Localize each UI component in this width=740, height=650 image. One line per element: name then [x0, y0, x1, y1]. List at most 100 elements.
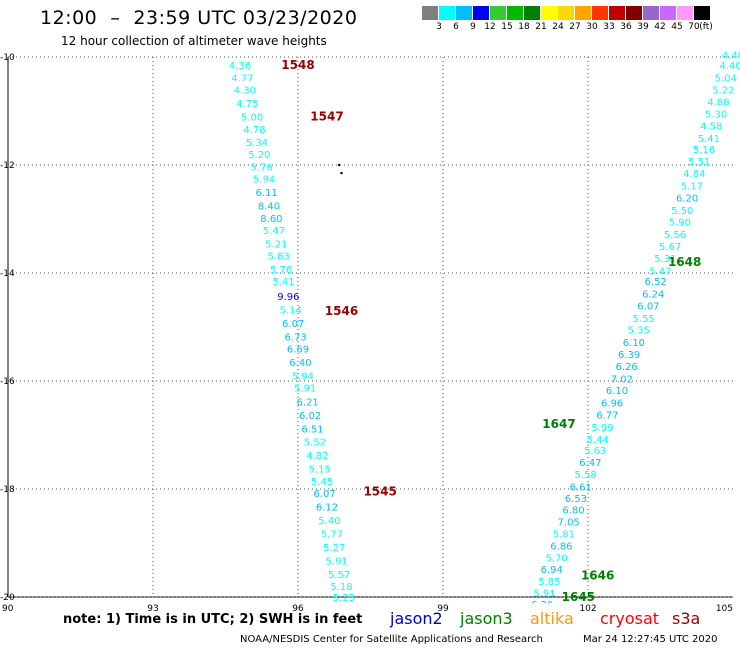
swh-value-s3a: 5.94 — [253, 175, 275, 186]
swh-value-jason3: 6.10 — [606, 386, 628, 397]
swh-value-jason3: 5.58 — [574, 470, 596, 481]
swh-value-jason3: 6.53 — [565, 494, 587, 505]
swh-value-jason3: 6.24 — [642, 290, 664, 301]
swh-value-s3a: 5.57 — [328, 570, 350, 581]
swh-value-s3a: 4.78 — [243, 125, 265, 136]
island-mark — [340, 171, 343, 175]
swh-value-jason3: 4.58 — [700, 122, 722, 133]
footer-note: note: 1) Time is in UTC; 2) SWH is in fe… — [63, 612, 363, 627]
swh-value-s3a: 5.52 — [304, 437, 326, 448]
swh-value-s3a: 5.15 — [309, 464, 331, 475]
swh-value-jason3: 6.52 — [645, 277, 667, 288]
legend-swatch — [677, 6, 693, 20]
legend-swatch — [439, 6, 455, 20]
swh-value-jason3: 5.70 — [545, 554, 567, 565]
swh-value-s3a: 5.91 — [326, 556, 348, 567]
swh-value-s3a: 6.40 — [289, 358, 311, 369]
timestamp: Mar 24 12:27:45 UTC 2020 — [583, 634, 718, 645]
x-tick-label: 99 — [437, 604, 449, 614]
swh-value-jason3: 4.40 — [722, 50, 740, 61]
legend-label: 12 — [484, 22, 496, 32]
legend-swatch — [524, 6, 540, 20]
legend-swatch — [575, 6, 591, 20]
satellite-label-jason3: jason3 — [460, 609, 513, 628]
swh-value-jason3: 4.84 — [683, 169, 705, 180]
swh-value-jason3: 5.31 — [654, 254, 676, 265]
y-tick-label: -14 — [0, 269, 15, 279]
credit-text: NOAA/NESDIS Center for Satellite Applica… — [240, 634, 543, 645]
swh-value-s3a: 8.60 — [260, 214, 282, 225]
swh-value-jason3: 5.91 — [533, 589, 555, 600]
legend-label: 39 — [637, 22, 649, 32]
swh-value-jason3: 6.94 — [541, 565, 563, 576]
swh-value-jason3: 5.81 — [553, 529, 575, 540]
legend-label: 3 — [436, 22, 442, 32]
x-tick-label: 90 — [2, 604, 14, 614]
swh-value-s3a: 4.75 — [236, 99, 258, 110]
swh-value-jason3: 6.96 — [601, 399, 623, 410]
y-tick-label: -20 — [0, 593, 15, 603]
swh-value-s3a: 5.00 — [241, 112, 263, 123]
legend-swatch — [643, 6, 659, 20]
legend-swatch — [694, 6, 710, 20]
swh-value-jason3: 5.85 — [538, 577, 560, 588]
swh-value-s3a: 6.07 — [282, 319, 304, 330]
legend-label: 27 — [569, 22, 581, 32]
swh-value-jason3: 5.22 — [712, 85, 734, 96]
y-tick-label: -10 — [0, 53, 15, 63]
legend-swatch — [592, 6, 608, 20]
legend-swatch — [473, 6, 489, 20]
y-tick-label: -16 — [0, 377, 15, 387]
swh-value-jason3: 6.77 — [596, 410, 618, 421]
swh-value-s3a: 5.76 — [270, 265, 292, 276]
swh-value-jason3: 6.61 — [570, 482, 592, 493]
swh-value-jason3: 5.47 — [649, 266, 671, 277]
swh-value-jason3: 6.10 — [623, 338, 645, 349]
swh-value-jason3: 6.20 — [676, 193, 698, 204]
swh-value-s3a: 5.94 — [292, 372, 314, 383]
swh-value-jason3: 6.47 — [579, 458, 601, 469]
legend-label: 6 — [453, 22, 459, 32]
legend-swatch — [609, 6, 625, 20]
x-tick-label: 105 — [716, 604, 733, 614]
legend-swatch — [456, 6, 472, 20]
swh-value-jason3: 5.63 — [584, 446, 606, 457]
swh-value-s3a: 5.25 — [333, 593, 355, 604]
legend-label: 45 — [671, 22, 683, 32]
swh-value-s3a: 4.36 — [229, 61, 251, 72]
swh-value-s3a: 6.07 — [313, 489, 335, 500]
swh-value-jason3: 6.80 — [562, 506, 584, 517]
y-tick-label: -12 — [0, 161, 15, 171]
swh-value-s3a: 5.40 — [318, 516, 340, 527]
swh-value-jason3: 6.86 — [550, 542, 572, 553]
legend-swatch — [490, 6, 506, 20]
swh-value-s3a: 6.51 — [301, 425, 323, 436]
swh-value-jason3: 7.02 — [611, 374, 633, 385]
x-tick-label: 102 — [579, 604, 596, 614]
swh-value-s3a: 5.77 — [321, 529, 343, 540]
time-label-jason3: 1647 — [542, 417, 575, 431]
legend-label: 15 — [501, 22, 513, 32]
swh-value-jason3: 6.20 — [531, 600, 553, 611]
legend-swatch — [541, 6, 557, 20]
legend-label: 24 — [552, 22, 564, 32]
swh-value-s3a: 6.02 — [299, 411, 321, 422]
swh-value-s3a: 9.96 — [277, 292, 299, 303]
swh-value-s3a: 6.69 — [287, 345, 309, 356]
swh-value-jason3: 5.30 — [705, 110, 727, 121]
swh-value-s3a: 5.45 — [311, 477, 333, 488]
swh-value-s3a: 6.73 — [284, 333, 306, 344]
satellite-label-s3a: s3a — [672, 609, 701, 628]
time-label-s3a: 1546 — [325, 304, 358, 318]
swh-value-jason3: 5.51 — [688, 157, 710, 168]
legend-swatch — [626, 6, 642, 20]
legend-label: 30 — [586, 22, 598, 32]
satellite-label-altika: altika — [530, 609, 574, 628]
legend-label: 18 — [518, 22, 530, 32]
swh-value-jason3: 5.56 — [664, 230, 686, 241]
legend-label: 36 — [620, 22, 632, 32]
swh-value-s3a: 5.20 — [248, 150, 270, 161]
swh-value-jason3: 5.17 — [681, 182, 703, 193]
swh-value-jason3: 5.16 — [693, 145, 715, 156]
